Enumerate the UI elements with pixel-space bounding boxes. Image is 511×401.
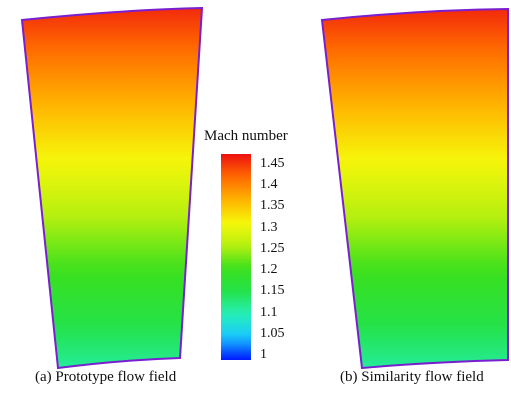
colorbar-tick-label: 1.45 <box>260 156 285 171</box>
colorbar-tick-label: 1.15 <box>260 283 285 298</box>
caption-prototype: (a) Prototype flow field <box>35 369 177 385</box>
colorbar <box>221 154 251 360</box>
colorbar-tick-label: 1.35 <box>260 198 285 213</box>
colorbar-tick-label: 1.4 <box>260 177 278 192</box>
colorbar-tick-label: 1.05 <box>260 326 285 341</box>
similarity-flow-field-contour <box>320 7 509 370</box>
caption-similarity: (b) Similarity flow field <box>340 369 484 385</box>
colorbar-tick-label: 1.1 <box>260 305 278 320</box>
colorbar-tick-label: 1 <box>260 347 267 362</box>
colorbar-tick-label: 1.2 <box>260 262 278 277</box>
colorbar-title: Mach number <box>204 128 288 144</box>
colorbar-tick-label: 1.3 <box>260 220 278 235</box>
colorbar-tick-label: 1.25 <box>260 241 285 256</box>
prototype-flow-field-contour <box>20 6 204 370</box>
